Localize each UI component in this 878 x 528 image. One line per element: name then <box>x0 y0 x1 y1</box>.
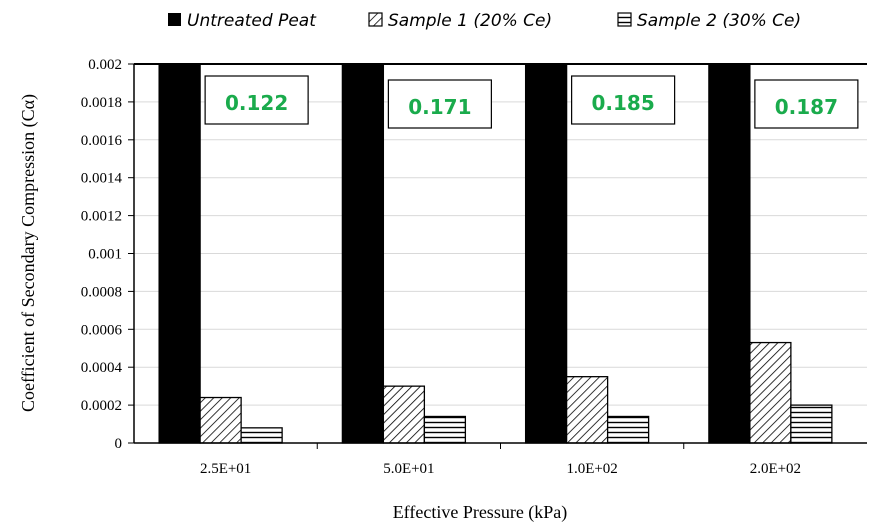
legend: Untreated Peat Sample 1 (20% Ce) Sample … <box>168 11 801 31</box>
bars <box>158 63 833 444</box>
value-callout-label: 0.122 <box>225 91 288 115</box>
value-callout-box <box>571 75 676 125</box>
bar-sample-1 <box>199 396 242 444</box>
legend-item-untreated-peat: Untreated Peat <box>168 11 317 31</box>
legend-label-untreated-peat: Untreated Peat <box>187 11 317 31</box>
y-tick-label: 0.002 <box>88 57 122 73</box>
bar-sample-2 <box>606 415 650 444</box>
gridlines <box>134 101 867 406</box>
bar-sample-2 <box>790 404 833 444</box>
value-callout-box <box>754 79 859 129</box>
axes <box>128 63 867 449</box>
y-tick-label: 0.0016 <box>81 133 123 149</box>
legend-swatch-untreated-peat <box>168 13 181 26</box>
y-tick-label: 0.0008 <box>81 284 122 300</box>
value-callout-label: 0.185 <box>591 91 654 115</box>
bar-sample-2 <box>240 427 283 444</box>
bar-untreated-peat <box>158 63 201 444</box>
legend-item-sample-2: Sample 2 (30% Ce) <box>617 11 801 31</box>
legend-label-sample-2: Sample 2 (30% Ce) <box>637 11 801 31</box>
x-tick-labels: 2.5E+01 5.0E+01 1.0E+02 2.0E+02 <box>200 461 801 477</box>
bar-sample-2 <box>423 415 467 444</box>
x-tick-label: 5.0E+01 <box>383 461 434 477</box>
bar-sample-1 <box>565 376 609 444</box>
bar-untreated-peat <box>708 63 751 444</box>
value-callout-label: 0.171 <box>408 95 471 119</box>
y-tick-label: 0.0006 <box>81 322 123 338</box>
value-callout-box <box>204 75 309 125</box>
y-tick-label: 0 <box>115 436 123 452</box>
legend-swatch-sample-1 <box>368 12 383 27</box>
y-tick-labels: 0 0.0002 0.0004 0.0006 0.0008 0.001 0.0012 0.00… <box>81 57 123 452</box>
x-axis-title: Effective Pressure (kPa) <box>393 502 568 523</box>
y-axis-title: Coefficient of Secondary Compression (Cα… <box>18 94 39 412</box>
value-callout-label: 0.187 <box>775 95 838 119</box>
bar-sample-1 <box>382 385 426 444</box>
y-tick-label: 0.0014 <box>81 171 123 187</box>
bar-sample-1 <box>749 341 792 444</box>
x-tick-label: 1.0E+02 <box>566 461 617 477</box>
legend-swatch-sample-2 <box>617 12 632 27</box>
value-callout-box <box>387 79 492 129</box>
value-callouts: 0.122 0.171 0.185 0.187 <box>204 75 859 129</box>
legend-item-sample-1: Sample 1 (20% Ce) <box>368 11 552 31</box>
legend-label-sample-1: Sample 1 (20% Ce) <box>388 11 552 31</box>
y-tick-label: 0.0004 <box>81 360 123 376</box>
y-tick-label: 0.0002 <box>81 398 122 414</box>
bar-untreated-peat <box>341 63 385 444</box>
y-tick-label: 0.0012 <box>81 209 122 225</box>
x-tick-label: 2.0E+02 <box>750 461 801 477</box>
y-tick-label: 0.001 <box>88 247 122 263</box>
bar-untreated-peat <box>524 63 568 444</box>
y-tick-label: 0.0018 <box>81 95 122 111</box>
x-tick-label: 2.5E+01 <box>200 461 251 477</box>
